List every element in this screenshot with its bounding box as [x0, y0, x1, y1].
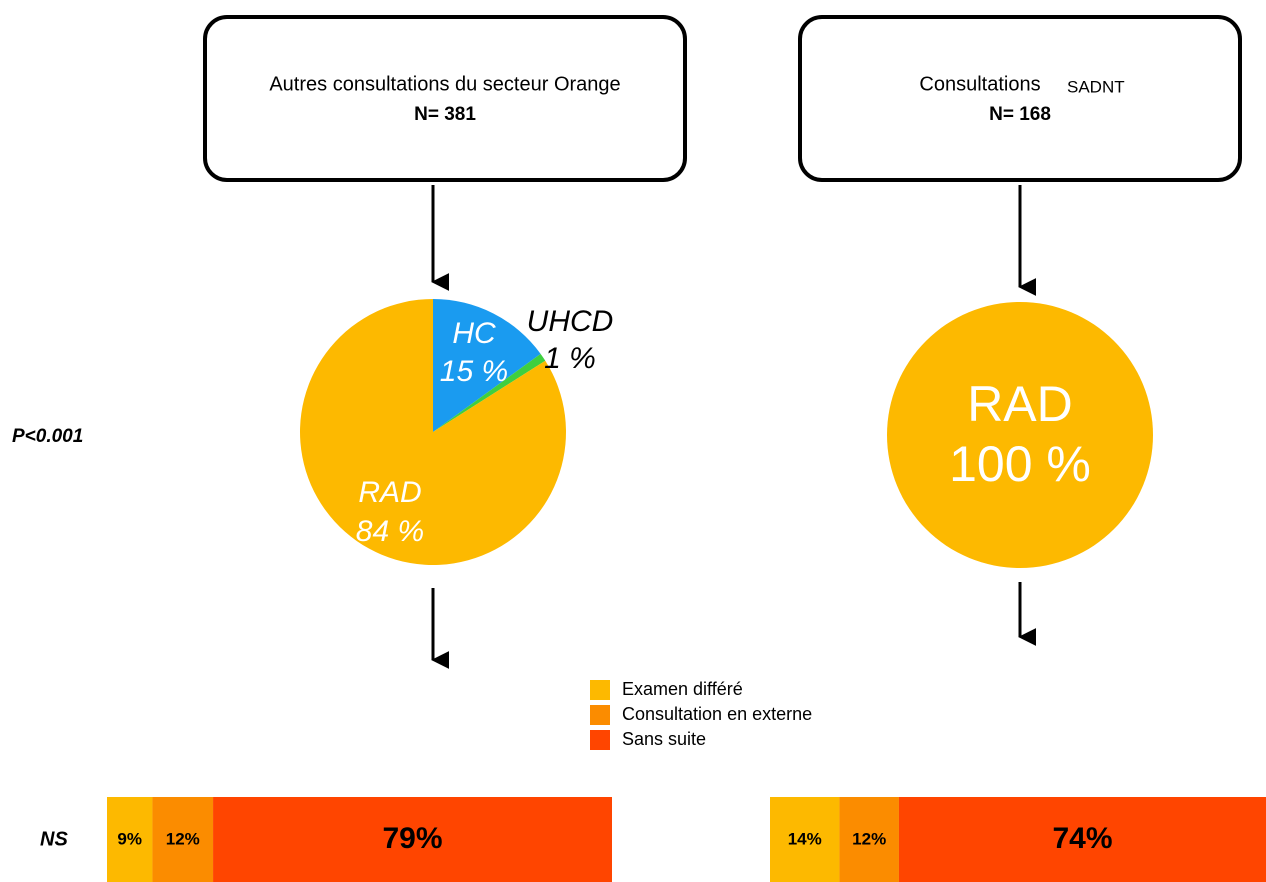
bar-value-label: 9% [117, 829, 142, 848]
slice-name: HC [452, 317, 496, 350]
pie-slice [433, 299, 541, 432]
bar-value-label: 12% [852, 829, 886, 848]
bar-value-label: 74% [1052, 822, 1112, 855]
pie-slice [433, 353, 546, 432]
slice-name: RAD [358, 476, 421, 509]
box [798, 15, 1242, 182]
box-title: Consultations [919, 73, 1040, 95]
bar-segment [770, 797, 840, 882]
box-title: Autres consultations du secteur Orange [269, 73, 620, 95]
pie-slice [887, 302, 1153, 568]
slice-label: 100 % [949, 436, 1091, 492]
bar-value-label: 14% [788, 829, 822, 848]
legend-swatch [590, 680, 610, 700]
box-subtitle: SADNT [1067, 77, 1125, 96]
slice-label: 84 % [356, 515, 424, 548]
bar-label: NS [40, 828, 68, 850]
slice-name: RAD [967, 376, 1073, 432]
p-value: P<0.001 [12, 426, 83, 447]
bar-segment [152, 797, 214, 882]
bar-segment [213, 797, 613, 882]
legend-label: Consultation en externe [622, 704, 812, 724]
slice-label: 15 % [440, 355, 508, 388]
legend-swatch [590, 705, 610, 725]
pie-slice [299, 299, 566, 565]
box [203, 15, 687, 182]
bar-segment [107, 797, 153, 882]
bar-value-label: 79% [383, 822, 443, 855]
slice-label: 1 % [544, 342, 596, 375]
box-n: N= 168 [989, 104, 1051, 125]
bar-value-label: 12% [166, 829, 200, 848]
bar-segment [839, 797, 899, 882]
box-n: N= 381 [414, 104, 476, 125]
legend-swatch [590, 730, 610, 750]
legend-label: Examen différé [622, 679, 743, 699]
slice-name: UHCD [527, 305, 614, 338]
legend-label: Sans suite [622, 729, 706, 749]
bar-segment [898, 797, 1266, 882]
